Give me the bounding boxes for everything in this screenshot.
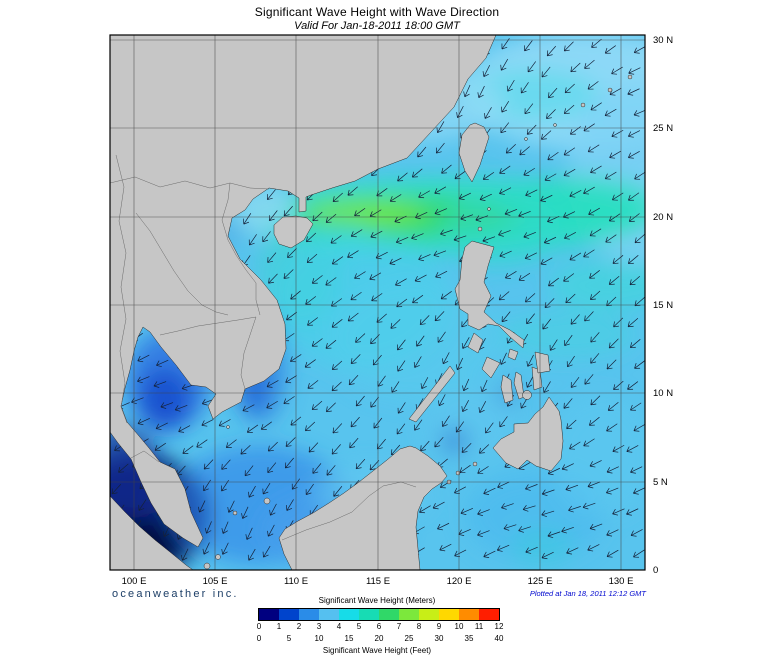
colorbar-segment-9 (439, 609, 459, 620)
lon-label-5: 125 E (528, 576, 553, 587)
colorbar (258, 608, 500, 621)
feet-tick-0: 0 (256, 634, 262, 643)
map-interior (110, 35, 645, 570)
lon-label-0: 100 E (122, 576, 147, 587)
meter-tick-11: 11 (474, 622, 484, 631)
map-frame (109, 34, 646, 571)
lon-label-2: 110 E (284, 576, 308, 587)
meter-tick-4: 4 (336, 622, 342, 631)
lat-label-3: 15 N (653, 300, 673, 311)
legend-feet-title: Significant Wave Height (Feet) (322, 646, 432, 655)
colorbar-segment-10 (459, 609, 479, 620)
map-canvas: 100 E 105 E 110 E 115 E 120 E 125 E 130 E 30 N 2… (109, 34, 673, 587)
colorbar-segment-6 (379, 609, 399, 620)
lon-label-4: 120 E (447, 576, 472, 587)
feet-tick-10: 10 (314, 634, 324, 643)
feet-tick-40: 40 (494, 634, 504, 643)
feet-tick-25: 25 (404, 634, 414, 643)
lat-label-0: 30 N (653, 35, 673, 46)
colorbar-segment-4 (339, 609, 359, 620)
meter-tick-6: 6 (376, 622, 382, 631)
country-borders (110, 154, 417, 541)
lat-label-5: 5 N (653, 477, 668, 488)
colorbar-feet-ticks: 0 5 10 15 20 25 30 35 40 (256, 634, 504, 644)
plotted-timestamp: Plotted at Jan 18, 2011 12:12 GMT (529, 589, 646, 598)
legend-meters-title: Significant Wave Height (Meters) (318, 596, 436, 605)
lat-label-4: 10 N (653, 388, 673, 399)
colorbar-meter-ticks: 0 1 2 3 4 5 6 7 8 9 10 11 12 (256, 622, 504, 632)
colorbar-segment-7 (399, 609, 419, 620)
meter-tick-7: 7 (396, 622, 402, 631)
feet-tick-30: 30 (434, 634, 444, 643)
meter-tick-10: 10 (454, 622, 464, 631)
meter-tick-0: 0 (256, 622, 262, 631)
feet-tick-20: 20 (374, 634, 384, 643)
meter-tick-2: 2 (296, 622, 302, 631)
lat-label-1: 25 N (653, 123, 673, 134)
colorbar-segment-8 (419, 609, 439, 620)
colorbar-segment-11 (479, 609, 499, 620)
feet-tick-15: 15 (344, 634, 354, 643)
colorbar-segment-2 (299, 609, 319, 620)
feet-tick-5: 5 (286, 634, 292, 643)
valid-time-subtitle: Valid For Jan-18-2011 18:00 GMT (294, 20, 460, 32)
lon-label-1: 105 E (203, 576, 228, 587)
colorbar-segment-5 (359, 609, 379, 620)
land-masses (110, 35, 633, 570)
meter-tick-8: 8 (416, 622, 422, 631)
meter-tick-3: 3 (316, 622, 322, 631)
colorbar-segment-0 (259, 609, 279, 620)
colorbar-segment-1 (279, 609, 299, 620)
grid-lines (110, 35, 645, 570)
meter-tick-5: 5 (356, 622, 362, 631)
feet-tick-35: 35 (464, 634, 474, 643)
colorbar-segment-3 (319, 609, 339, 620)
lon-label-6: 130 E (609, 576, 634, 587)
lon-label-3: 115 E (366, 576, 390, 587)
branding-text: oceanweather inc. (112, 588, 239, 600)
lat-label-2: 20 N (653, 212, 673, 223)
page-title: Significant Wave Height with Wave Direct… (254, 5, 500, 19)
meter-tick-9: 9 (436, 622, 442, 631)
lat-label-6: 0 (653, 565, 658, 576)
meter-tick-1: 1 (276, 622, 282, 631)
meter-tick-12: 12 (494, 622, 504, 631)
